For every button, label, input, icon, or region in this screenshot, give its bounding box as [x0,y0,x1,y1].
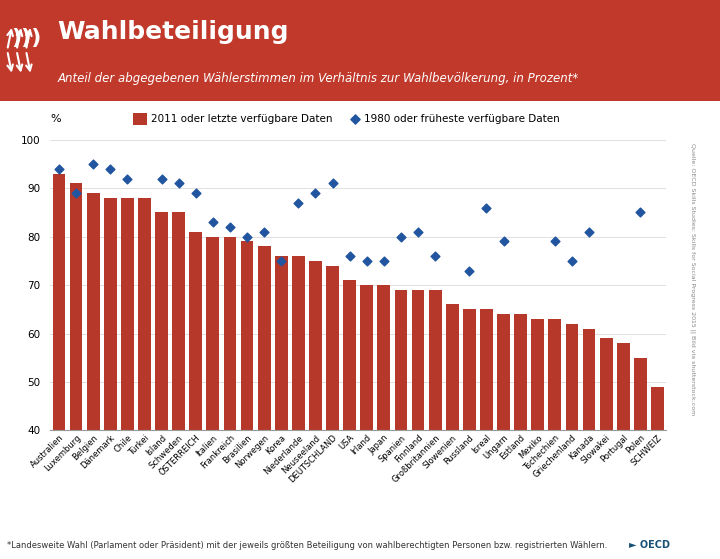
Bar [360,285,373,430]
Bar [207,236,220,430]
Point [173,179,184,188]
FancyBboxPatch shape [0,0,720,101]
Bar [428,290,441,430]
Bar [240,241,253,430]
Point [395,232,407,241]
Point [481,203,492,212]
Bar [189,232,202,430]
Bar [223,236,236,430]
Point [276,257,287,266]
Bar [634,358,647,430]
Bar [86,193,99,430]
Point [53,164,65,173]
Bar [377,285,390,430]
Point [348,114,360,123]
Point [549,237,561,246]
Bar [565,324,578,430]
Point [464,266,475,275]
Bar [138,198,151,430]
Point [634,208,646,217]
Bar [514,314,527,430]
Text: %: % [50,114,61,124]
Point [156,174,167,183]
Bar [412,290,425,430]
Bar [172,212,185,430]
Bar [70,183,83,430]
Bar [480,309,493,430]
Point [327,179,338,188]
Point [190,188,202,197]
Point [361,257,372,266]
Point [207,217,219,226]
Point [429,252,441,260]
Text: Wahlbeteiligung: Wahlbeteiligung [58,20,289,44]
Point [258,228,270,236]
Text: Anteil der abgegebenen Wählerstimmen im Verhältnis zur Wahlbevölkerung, in Proze: Anteil der abgegebenen Wählerstimmen im … [58,72,579,85]
Bar [132,112,147,125]
Point [378,257,390,266]
Point [498,237,509,246]
Point [310,188,321,197]
Bar [531,319,544,430]
Bar [617,343,630,430]
Text: ))): ))) [11,29,41,48]
Bar [446,305,459,430]
Point [413,228,424,236]
Bar [121,198,134,430]
Text: *Landesweite Wahl (Parlament oder Präsident) mit der jeweils größten Beteiligung: *Landesweite Wahl (Parlament oder Präsid… [7,541,608,549]
Point [241,232,253,241]
Text: ► OECD: ► OECD [629,540,670,550]
Point [292,198,304,207]
Bar [326,266,339,430]
Bar [309,261,322,430]
Bar [258,247,271,430]
Text: Quelle: OECD Skills Studies: Skills for Social Progress 2015 || Bild via shutter: Quelle: OECD Skills Studies: Skills for … [690,143,696,416]
Bar [651,387,664,430]
Point [87,159,99,168]
Point [104,164,116,173]
Bar [275,256,288,430]
Bar [497,314,510,430]
Bar [343,280,356,430]
Point [71,188,82,197]
Point [122,174,133,183]
Point [566,257,577,266]
Point [224,222,235,231]
Text: 1980 oder früheste verfügbare Daten: 1980 oder früheste verfügbare Daten [364,114,559,124]
Bar [463,309,476,430]
Bar [600,338,613,430]
Bar [292,256,305,430]
Text: 2011 oder letzte verfügbare Daten: 2011 oder letzte verfügbare Daten [150,114,332,124]
Point [583,228,595,236]
Point [344,252,356,260]
Bar [582,329,595,430]
Bar [549,319,562,430]
Bar [155,212,168,430]
Bar [53,174,66,430]
Bar [104,198,117,430]
Bar [395,290,408,430]
